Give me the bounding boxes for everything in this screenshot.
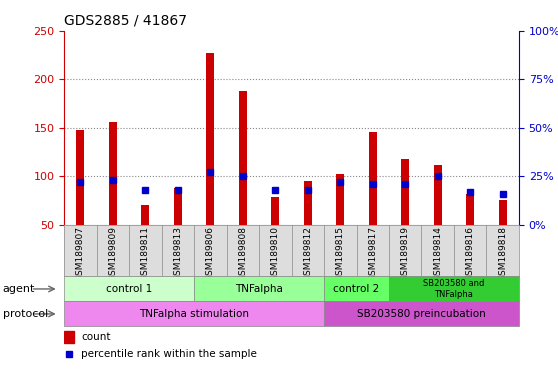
Text: GSM189808: GSM189808 — [238, 226, 247, 281]
Bar — [271, 197, 280, 225]
Bar — [64, 331, 74, 343]
Text: TNFalpha stimulation: TNFalpha stimulation — [139, 309, 249, 319]
Text: GSM189810: GSM189810 — [271, 226, 280, 281]
Text: GSM189816: GSM189816 — [466, 226, 475, 281]
Text: GSM189814: GSM189814 — [433, 226, 442, 281]
Bar — [109, 122, 117, 225]
Text: GDS2885 / 41867: GDS2885 / 41867 — [64, 13, 187, 27]
Text: SB203580 preincubation: SB203580 preincubation — [357, 309, 486, 319]
Bar — [141, 205, 150, 225]
Text: GSM189813: GSM189813 — [174, 226, 182, 281]
Text: control 1: control 1 — [106, 284, 152, 294]
Text: percentile rank within the sample: percentile rank within the sample — [81, 349, 257, 359]
Text: GSM189806: GSM189806 — [206, 226, 215, 281]
Bar — [499, 200, 507, 225]
Text: GSM189812: GSM189812 — [304, 226, 312, 281]
Bar — [194, 276, 324, 301]
Text: protocol: protocol — [3, 309, 48, 319]
Bar — [324, 276, 389, 301]
Text: agent: agent — [3, 284, 35, 294]
Text: control 2: control 2 — [333, 284, 379, 294]
Bar — [369, 132, 377, 225]
Bar — [76, 130, 84, 225]
Text: GSM189811: GSM189811 — [141, 226, 150, 281]
Bar — [401, 159, 410, 225]
Text: TNFalpha: TNFalpha — [235, 284, 283, 294]
Bar — [64, 301, 324, 326]
Bar — [304, 181, 312, 225]
Bar — [336, 174, 344, 225]
Text: count: count — [81, 332, 110, 342]
Bar — [434, 164, 442, 225]
Text: GSM189809: GSM189809 — [108, 226, 117, 281]
Bar — [174, 188, 182, 225]
Text: GSM189819: GSM189819 — [401, 226, 410, 281]
Text: GSM189807: GSM189807 — [76, 226, 85, 281]
Text: SB203580 and
TNFalpha: SB203580 and TNFalpha — [424, 279, 485, 299]
Bar — [206, 53, 214, 225]
Text: GSM189817: GSM189817 — [368, 226, 377, 281]
Text: GSM189818: GSM189818 — [498, 226, 507, 281]
Text: GSM189815: GSM189815 — [336, 226, 345, 281]
Bar — [466, 194, 474, 225]
Bar — [64, 276, 194, 301]
Bar — [389, 276, 519, 301]
Bar — [239, 91, 247, 225]
Bar — [324, 301, 519, 326]
